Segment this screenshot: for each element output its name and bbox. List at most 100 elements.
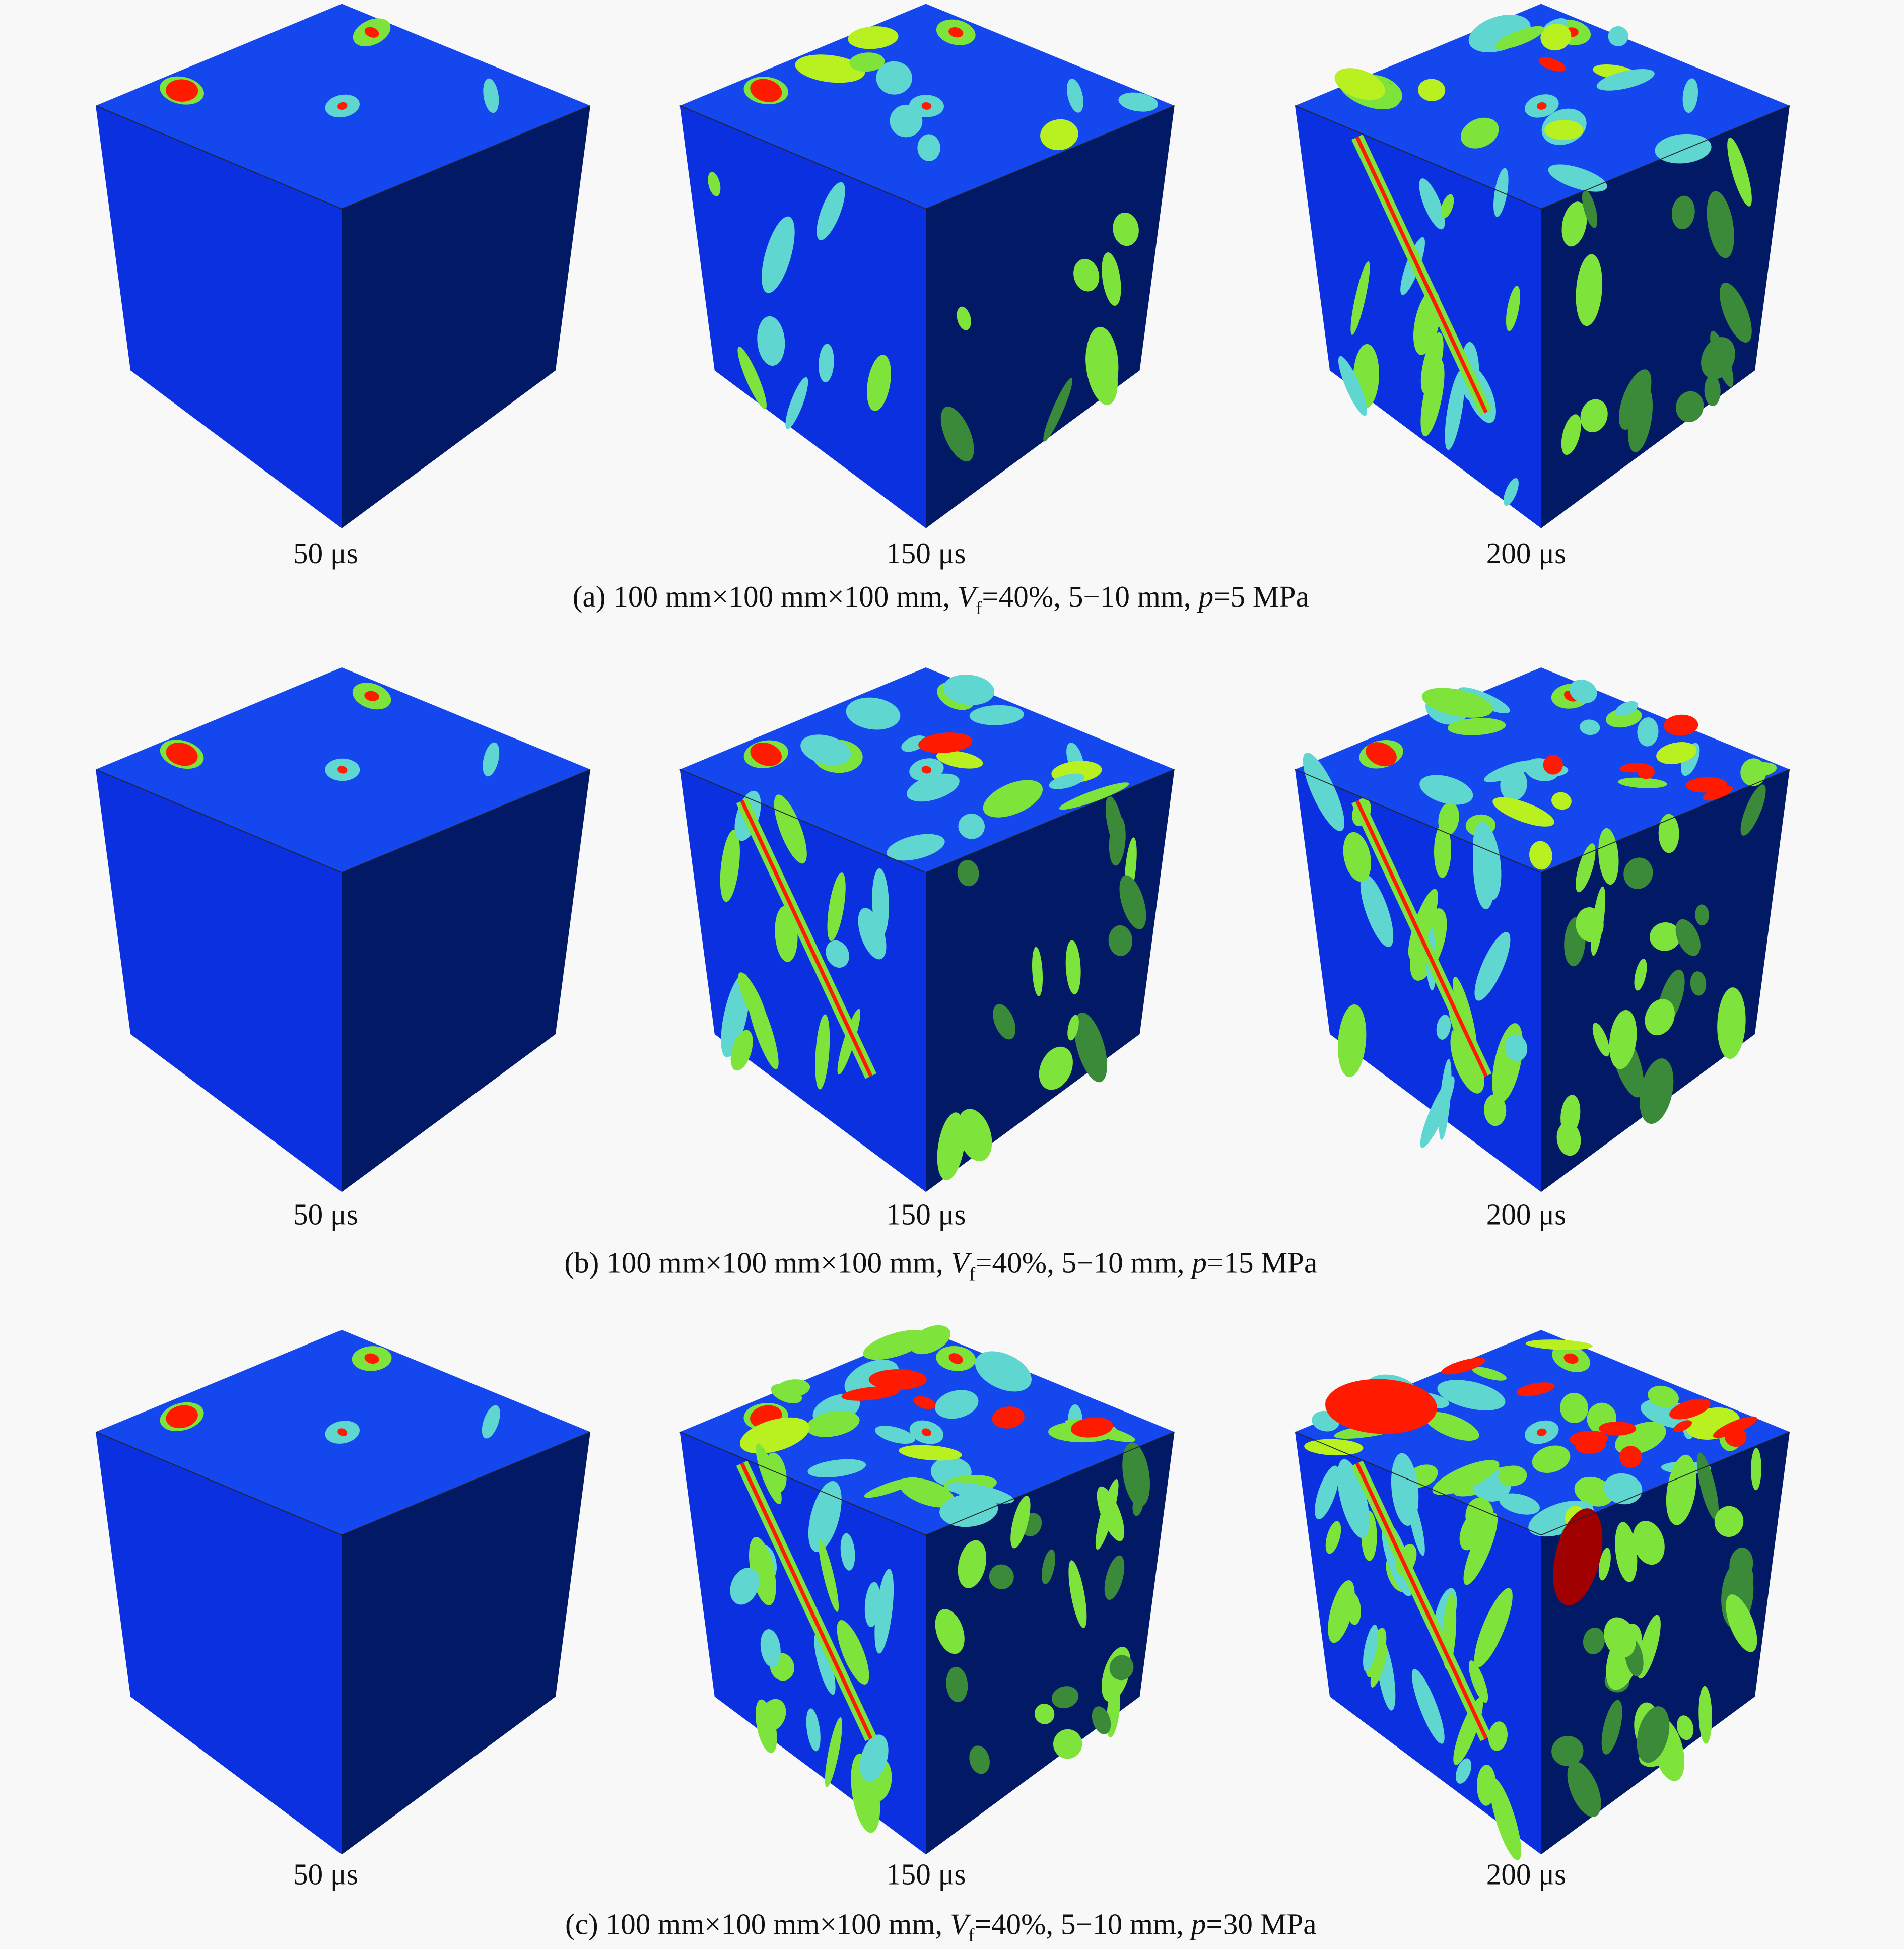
cube-panel <box>679 4 1175 528</box>
stress-band <box>1634 959 1647 991</box>
stress-band <box>1463 1513 1498 1585</box>
cube-right-face <box>926 769 1175 1192</box>
stress-band <box>757 316 785 366</box>
stress-band <box>1503 478 1519 506</box>
stress-band <box>939 1494 998 1527</box>
stress-band <box>1603 1473 1643 1505</box>
stress-band <box>1676 391 1704 423</box>
stress-hotspot <box>364 1353 379 1364</box>
stress-band <box>1494 26 1545 49</box>
stress-band <box>1576 843 1596 893</box>
stress-band <box>1450 1028 1485 1094</box>
stress-band <box>482 1405 500 1439</box>
stress-band <box>874 1426 915 1444</box>
damage-zone <box>868 1369 927 1390</box>
stress-band <box>708 172 721 196</box>
stress-band <box>807 1459 866 1477</box>
cube-edge <box>679 769 1175 873</box>
cube-edge <box>95 105 591 210</box>
stress-band <box>1473 830 1495 909</box>
cube-panel <box>95 4 591 528</box>
stress-band <box>969 1745 990 1774</box>
stress-band <box>1418 79 1446 101</box>
stress-band <box>827 872 846 942</box>
stress-band <box>1420 332 1444 394</box>
stress-band <box>957 859 979 887</box>
stress-band <box>1010 1495 1031 1549</box>
stress-hotspot <box>1366 742 1397 767</box>
stress-band <box>946 1482 1014 1504</box>
stress-band <box>1032 947 1043 996</box>
stress-band <box>817 182 845 240</box>
stress-band <box>1682 78 1698 113</box>
cube-edge <box>1295 1431 1790 1536</box>
stress-hotspot <box>337 766 348 774</box>
stress-band <box>848 26 899 49</box>
damage-zone <box>1724 1426 1747 1447</box>
stress-band <box>1445 370 1465 450</box>
cube-right-face <box>926 105 1175 528</box>
stress-band <box>1040 119 1078 151</box>
stress-band <box>1698 1686 1712 1744</box>
stress-band <box>1474 1588 1513 1668</box>
stress-band <box>1337 1004 1367 1078</box>
stress-band <box>1411 1669 1445 1744</box>
cube-left-face <box>679 105 926 528</box>
stress-band <box>1073 258 1100 292</box>
time-label: 200 μs <box>1486 1858 1566 1891</box>
stress-band <box>907 773 960 802</box>
stress-hotspot <box>364 27 379 38</box>
stress-band <box>1436 1015 1451 1040</box>
stress-band <box>943 675 995 705</box>
stress-hotspot <box>750 79 782 102</box>
stress-band <box>846 697 901 730</box>
stress-band <box>1601 1700 1622 1755</box>
stress-band <box>1498 1465 1527 1487</box>
damage-zone <box>992 1406 1025 1429</box>
stress-band <box>1676 1715 1694 1740</box>
stress-band <box>1489 1777 1522 1861</box>
stress-band <box>937 1112 966 1180</box>
cube-panel <box>1295 1330 1790 1861</box>
stress-band <box>1525 1339 1593 1350</box>
stress-band <box>1067 79 1083 113</box>
stress-band <box>1474 931 1511 1001</box>
stress-band <box>818 1538 839 1612</box>
stress-band <box>1108 925 1133 956</box>
stress-hotspot <box>166 743 198 766</box>
time-label: 50 μs <box>293 1858 358 1891</box>
cube-panel <box>95 1330 591 1855</box>
stress-band <box>806 1410 860 1437</box>
stress-band <box>483 742 500 777</box>
stress-band <box>1560 1392 1589 1424</box>
stress-band <box>774 794 807 864</box>
shear-band <box>1355 136 1488 414</box>
stress-band <box>989 1564 1014 1589</box>
stress-band <box>1419 775 1473 805</box>
cube-left-face <box>95 769 342 1192</box>
stress-band <box>957 1109 992 1162</box>
stress-band <box>1132 1493 1143 1516</box>
stress-band <box>887 834 945 861</box>
stress-band <box>826 940 849 968</box>
stress-band <box>993 1004 1016 1040</box>
cube-left-face <box>95 1432 342 1855</box>
stress-band <box>1650 922 1681 951</box>
stress-band <box>1609 1010 1637 1069</box>
stress-hotspot <box>1563 1353 1579 1364</box>
damage-zone <box>1669 1398 1711 1420</box>
time-label: 150 μs <box>886 1858 966 1891</box>
stress-band <box>785 377 808 429</box>
stress-hotspot <box>364 691 379 701</box>
stress-band <box>975 1351 1032 1392</box>
shear-band <box>1355 1462 1488 1739</box>
damage-zone <box>918 732 973 753</box>
stress-band <box>1303 753 1345 832</box>
stress-band <box>1540 23 1572 51</box>
damage-zone <box>1599 1421 1637 1436</box>
cube-edge <box>1295 769 1790 873</box>
stress-band <box>1337 1459 1370 1538</box>
damage-zone <box>1071 1417 1113 1438</box>
caption-a: (a) 100 mm×100 mm×100 mm, Vf=40%, 5−10 m… <box>573 580 1309 619</box>
stress-band <box>1551 792 1572 810</box>
